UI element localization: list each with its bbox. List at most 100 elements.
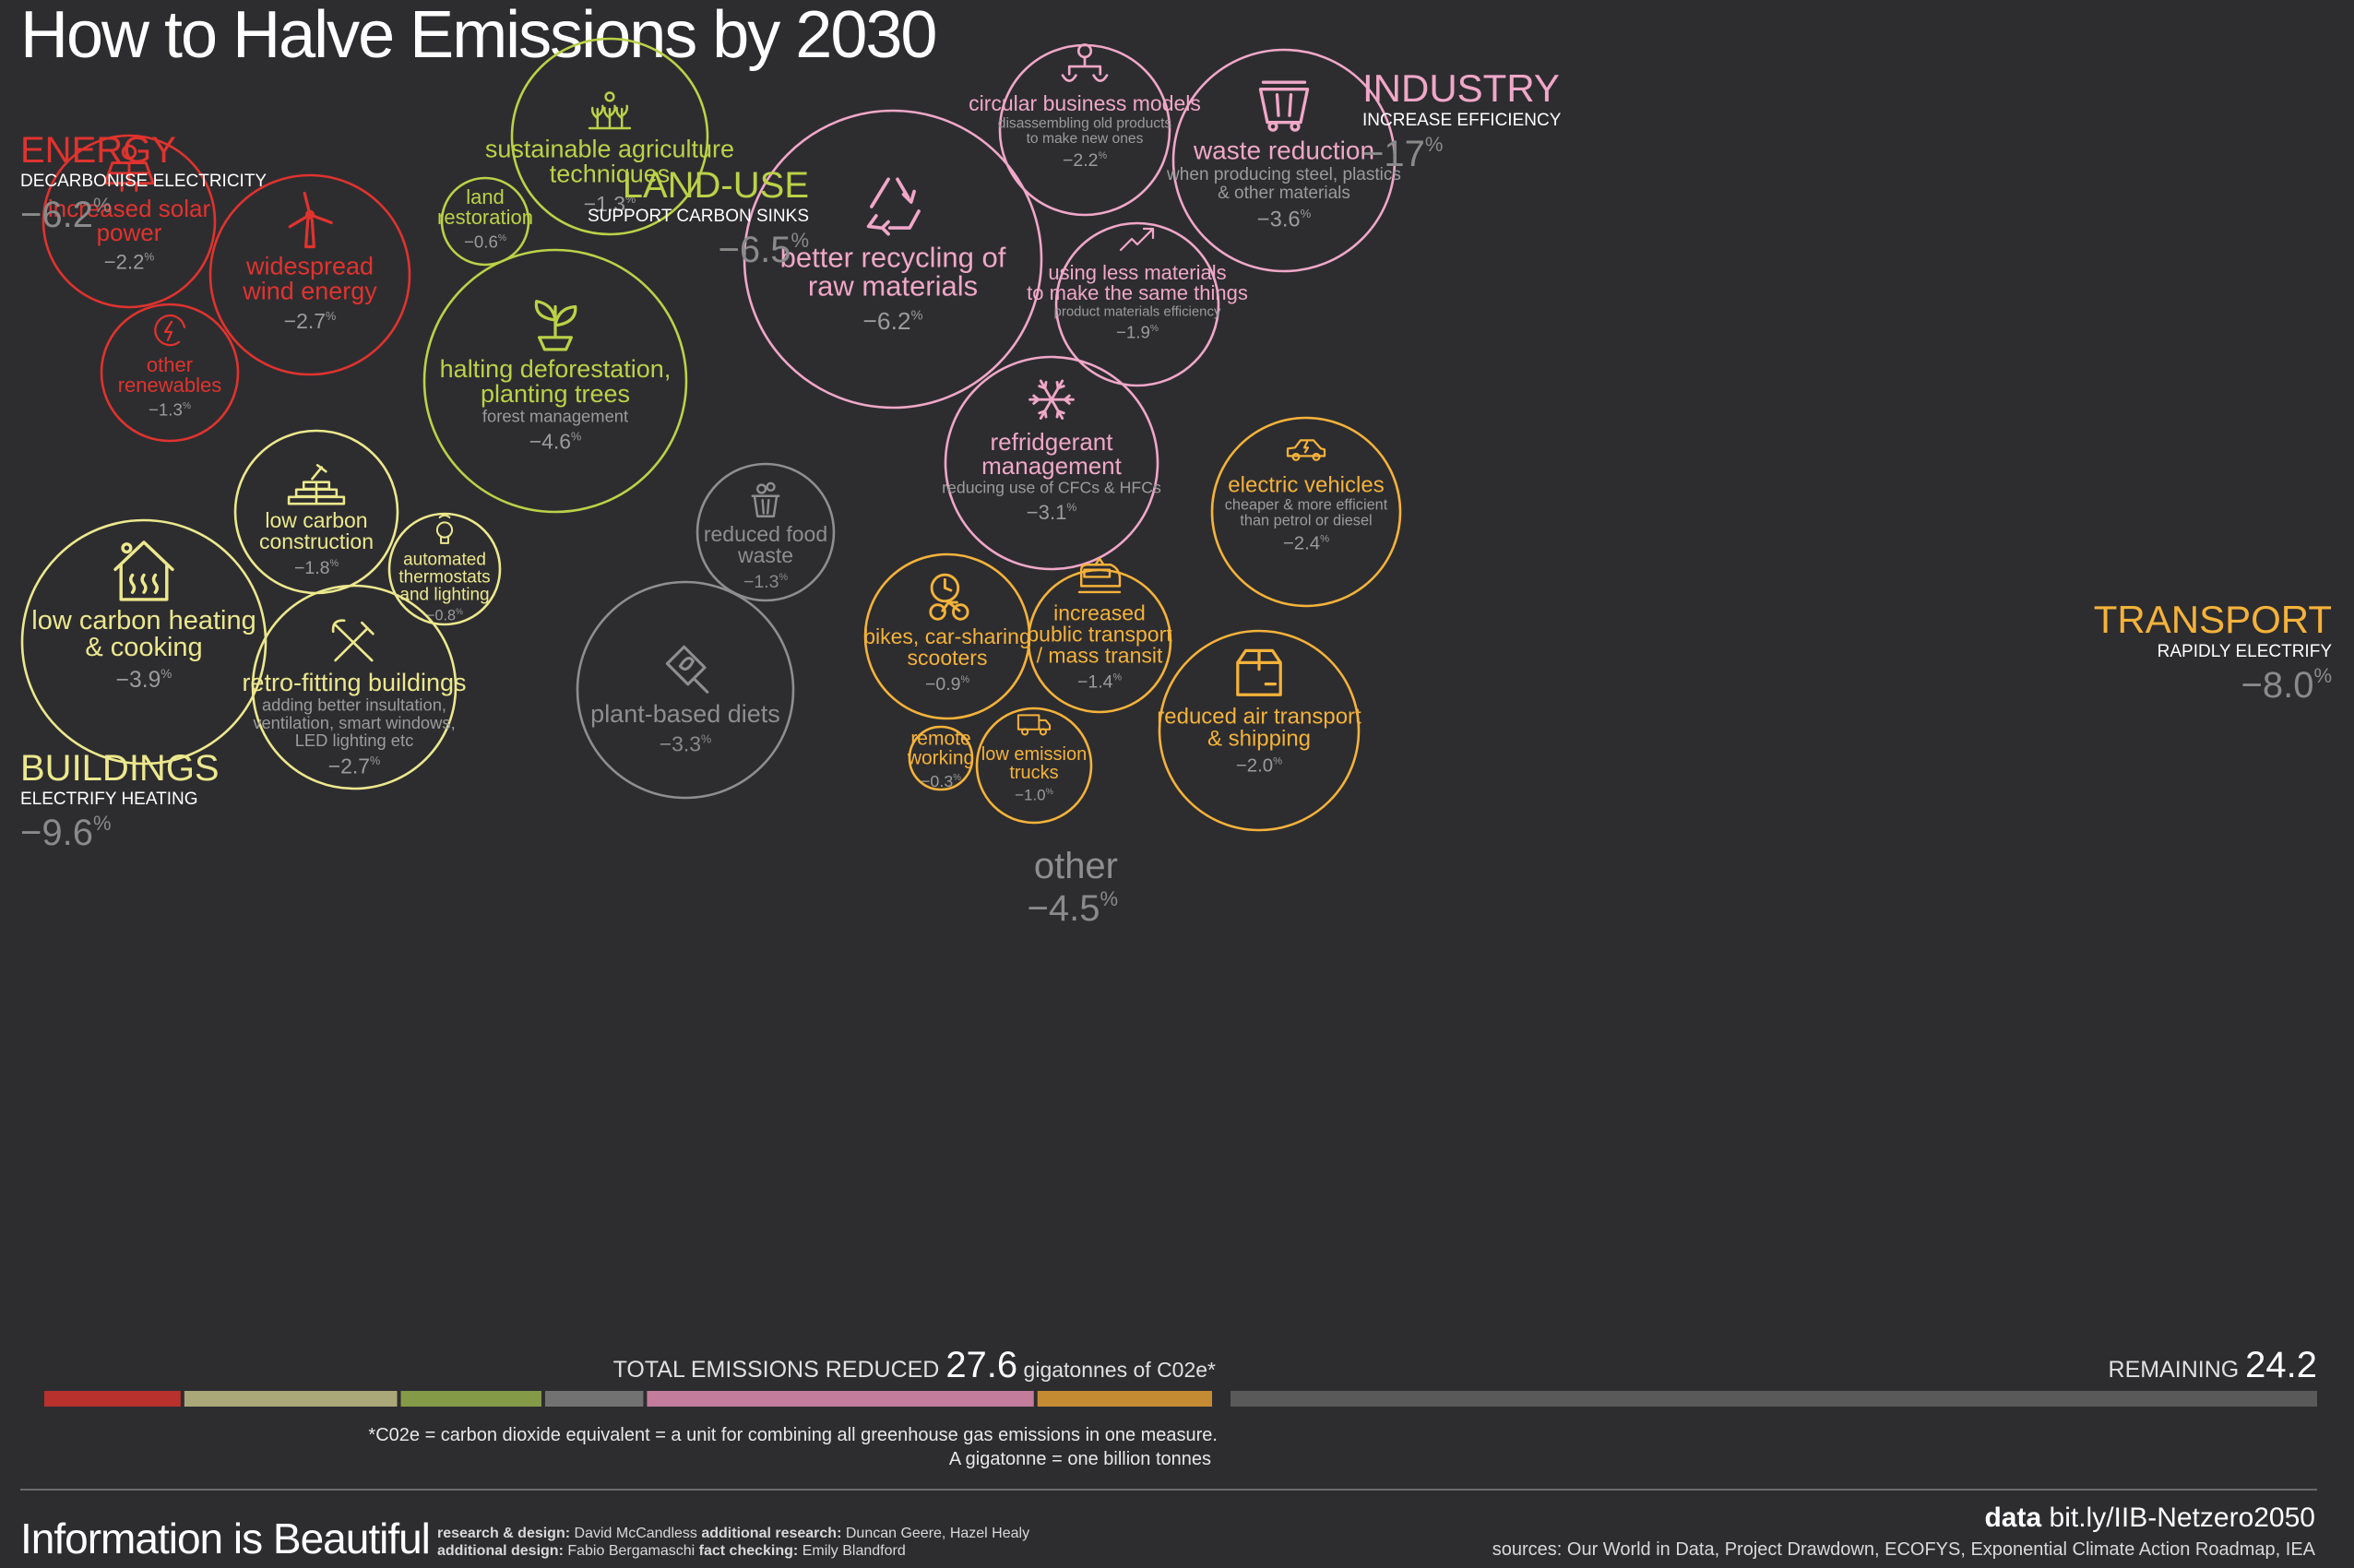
bubble-label: sustainable agriculture — [485, 135, 734, 162]
group-header-other: other−4.5% — [1027, 846, 1118, 929]
bubble-value: −2.2% — [1063, 150, 1108, 171]
bubble-value: −1.9% — [1116, 322, 1159, 341]
bubble-label: other — [147, 353, 193, 376]
group-value: −8.0% — [2241, 664, 2332, 706]
dumpster-icon — [1258, 80, 1310, 132]
bubble-value: −1.3% — [584, 192, 636, 216]
group-value: −6.5% — [718, 229, 809, 270]
group-subtitle: DECARBONISE ELECTRICITY — [20, 172, 267, 191]
bubble-description: than petrol or diesel — [1240, 513, 1372, 529]
bar-segment-buildings — [184, 1391, 398, 1407]
snowflake-icon — [1028, 379, 1075, 420]
bubble-description: cheaper & more efficient — [1225, 497, 1388, 514]
bubble-label: bikes, car-sharing — [863, 624, 1031, 648]
sources-line: sources: Our World in Data, Project Draw… — [1492, 1539, 2316, 1560]
bubble-halting-deforestation-planting-trees: halting deforestation,planting treesfore… — [422, 248, 688, 514]
bubble-label: low carbon heating — [31, 606, 256, 636]
electric-car-icon — [1286, 439, 1326, 461]
business-hierarchy-icon — [1061, 43, 1109, 82]
smart-bulb-icon — [435, 514, 454, 544]
bubble-label: renewables — [118, 374, 222, 397]
bubble-label: land — [466, 185, 505, 208]
bubble-label: raw materials — [808, 270, 978, 303]
bubble-value: −1.3% — [149, 400, 191, 420]
bubble-label: better recycling of — [780, 242, 1006, 274]
group-value: −17% — [1362, 133, 1443, 174]
bar-segment-industry — [647, 1391, 1034, 1407]
footnote-line-2: A gigatonne = one billion tonnes — [949, 1449, 1211, 1469]
group-name: TRANSPORT — [2094, 598, 2332, 641]
bubble-label: increased solar — [48, 195, 211, 222]
bubble-circle — [422, 248, 688, 514]
recycle-icon — [866, 177, 921, 236]
total-emissions-bar: TOTAL EMISSIONS REDUCED 27.6 gigatonnes … — [44, 1345, 2317, 1407]
footnote-line-1: *C02e = carbon dioxide equivalent = a un… — [368, 1425, 1218, 1445]
bubble-reduced-air-transport-shipping: reduced air transport& shipping −2.0% — [1157, 629, 1361, 832]
bubble-circle — [20, 518, 268, 766]
bubble-value: −2.2% — [104, 251, 155, 274]
bubble-value: −1.8% — [294, 558, 339, 578]
bubble-label: reduced food — [704, 522, 827, 546]
truck-icon — [1016, 714, 1052, 736]
bubble-label: low carbon — [265, 508, 367, 532]
bubble-value: −2.4% — [1283, 534, 1329, 554]
renewable-energy-icon — [154, 315, 186, 347]
bubble-description: ventilation, smart windows, — [253, 713, 455, 732]
bubble-circle — [1210, 416, 1402, 608]
bubble-value: −3.1% — [1027, 501, 1077, 524]
seedling-icon — [534, 300, 577, 351]
bubble-label: to make the same things — [1027, 281, 1248, 304]
bubble-circle — [1158, 629, 1361, 832]
credits-line-2: additional design: Fabio Bergamaschi fac… — [437, 1543, 906, 1559]
bar-segment-energy — [44, 1391, 181, 1407]
bubble-circle — [100, 303, 240, 443]
bar-segment-transport — [1037, 1391, 1212, 1407]
bubble-value: −1.0% — [1015, 787, 1053, 804]
bubble-label: restoration — [437, 206, 533, 229]
bar-segment-land-use — [400, 1391, 541, 1407]
bubble-label: increased — [1053, 601, 1146, 625]
cutting-board-icon — [665, 645, 709, 694]
bubble-label: retro-fitting buildings — [242, 669, 466, 696]
bubble-description: & other materials — [1218, 184, 1350, 203]
group-name: INDUSTRY — [1362, 66, 1560, 110]
bubble-label: and lighting — [399, 585, 489, 604]
bubble-label: refridgerant — [991, 428, 1114, 456]
bubble-description: product materials efficiency — [1054, 304, 1221, 320]
bubble-value: −0.6% — [464, 232, 506, 252]
remaining-label: REMAINING 24.2 — [2109, 1345, 2317, 1385]
crops-icon — [588, 91, 632, 130]
bubble-value: −0.9% — [925, 674, 970, 695]
bubble-value: −3.3% — [660, 731, 712, 755]
group-name: BUILDINGS — [20, 748, 220, 789]
data-link[interactable]: data bit.ly/IIB-Netzero2050 — [1984, 1503, 2315, 1533]
bubble-label: public transport — [1027, 623, 1172, 647]
bubble-circle — [743, 109, 1043, 410]
bubble-description: forest management — [482, 406, 628, 425]
bubble-label: & cooking — [85, 633, 202, 662]
page-title: How to Halve Emissions by 2030 — [20, 0, 935, 72]
tools-icon — [331, 619, 374, 662]
solar-panel-icon — [103, 144, 155, 192]
group-subtitle: INCREASE EFFICIENCY — [1362, 111, 1562, 130]
bubble-circle — [1054, 221, 1220, 387]
bubble-label: scooters — [908, 646, 988, 670]
